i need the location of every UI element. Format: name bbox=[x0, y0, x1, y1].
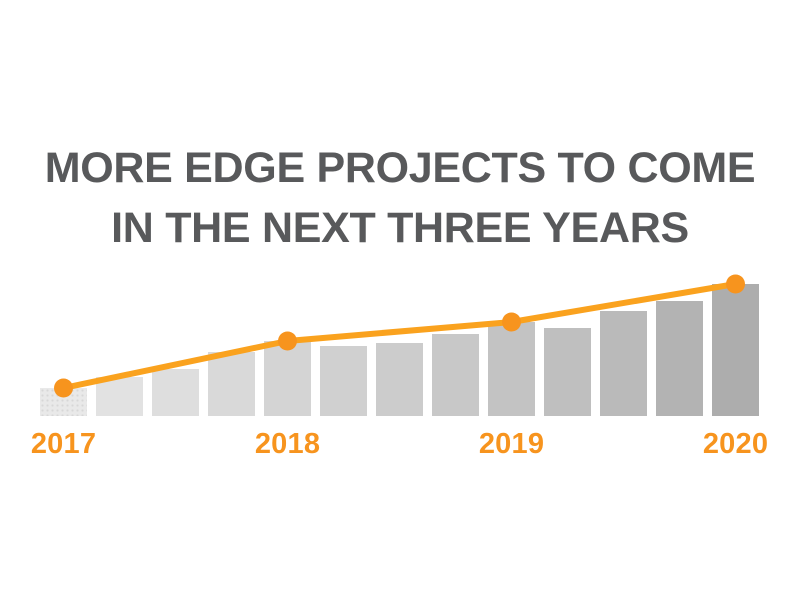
chart-bar-2017-b bbox=[96, 377, 143, 416]
x-axis-label-2020: 2020 bbox=[702, 428, 769, 460]
chart-bar-2018-a bbox=[264, 341, 311, 416]
chart-bar-2017-d bbox=[208, 352, 255, 416]
x-axis-label-2017: 2017 bbox=[30, 428, 97, 460]
chart-bar-2020 bbox=[712, 284, 759, 416]
chart-bar-2017-c bbox=[152, 369, 199, 416]
title-line-2: IN THE NEXT THREE YEARS bbox=[111, 204, 689, 252]
title-line-1: MORE EDGE PROJECTS TO COME bbox=[44, 144, 756, 192]
page-title: MORE EDGE PROJECTS TO COME IN THE NEXT T… bbox=[0, 138, 800, 258]
chart-bar-2017-a bbox=[40, 388, 87, 416]
x-axis-label-2019: 2019 bbox=[478, 428, 545, 460]
chart-bar-2019-a bbox=[488, 322, 535, 416]
x-axis-label-2018: 2018 bbox=[254, 428, 321, 460]
chart-bar-2018-d bbox=[432, 334, 479, 416]
chart-bar-2018-c bbox=[376, 343, 423, 416]
chart-bar-2018-b bbox=[320, 346, 367, 416]
chart-bar-2019-c bbox=[600, 311, 647, 416]
chart-bar-2019-b bbox=[544, 328, 591, 416]
chart-bar-2019-d bbox=[656, 301, 703, 416]
